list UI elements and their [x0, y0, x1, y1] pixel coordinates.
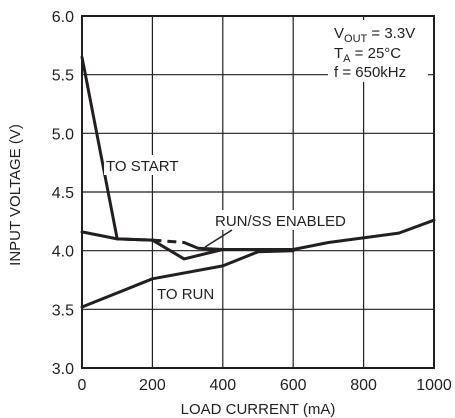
y-axis-label: INPUT VOLTAGE (V)	[7, 124, 24, 266]
x-axis-label: LOAD CURRENT (mA)	[181, 401, 336, 418]
y-tick-label: 4.5	[52, 185, 74, 202]
vout-condition: VOUT = 3.3V	[334, 25, 415, 45]
conditions-box	[328, 20, 428, 82]
x-tick-label: 600	[280, 377, 307, 394]
runss-enabled-label: RUN/SS ENABLED	[215, 213, 346, 230]
series-line-3	[152, 238, 185, 244]
x-tick-labels: 0 200 400 600 800 1000	[78, 377, 452, 394]
series-group	[80, 55, 436, 309]
freq-condition: f = 650kHz	[334, 64, 406, 81]
y-tick-label: 6.0	[52, 9, 74, 26]
vout-rest: = 3.3V	[367, 25, 415, 42]
y-tick-label: 5.0	[52, 126, 74, 143]
to-start-label: TO START	[106, 158, 179, 175]
series-line-2	[80, 230, 154, 242]
ta-sub: A	[343, 53, 351, 65]
x-tick-label: 800	[350, 377, 377, 394]
vout-sub: OUT	[344, 33, 368, 45]
runss-label-bg	[213, 210, 355, 230]
y-tick-labels: 3.0 3.5 4.0 4.5 5.0 5.5 6.0	[52, 9, 74, 378]
x-tick-label: 400	[209, 377, 236, 394]
y-tick-label: 4.0	[52, 244, 74, 261]
vout-main: V	[334, 25, 344, 42]
ta-rest: = 25°C	[351, 45, 402, 62]
plot-frame	[81, 15, 435, 369]
y-tick-label: 3.5	[52, 302, 74, 319]
series-line-4	[182, 241, 295, 251]
x-tick-label: 0	[78, 377, 87, 394]
ta-main: T	[334, 45, 343, 62]
x-tick-label: 200	[139, 377, 166, 394]
runss-leader-line	[204, 229, 233, 248]
x-tick-label: 1000	[416, 377, 452, 394]
to-start-label-bg	[104, 155, 186, 175]
to-run-label: TO RUN	[157, 286, 214, 303]
ta-condition: TA = 25°C	[334, 45, 401, 65]
series-line-5	[80, 249, 295, 309]
to-run-label-bg	[155, 284, 219, 304]
y-tick-label: 5.5	[52, 68, 74, 85]
y-tick-label: 3.0	[52, 361, 74, 378]
